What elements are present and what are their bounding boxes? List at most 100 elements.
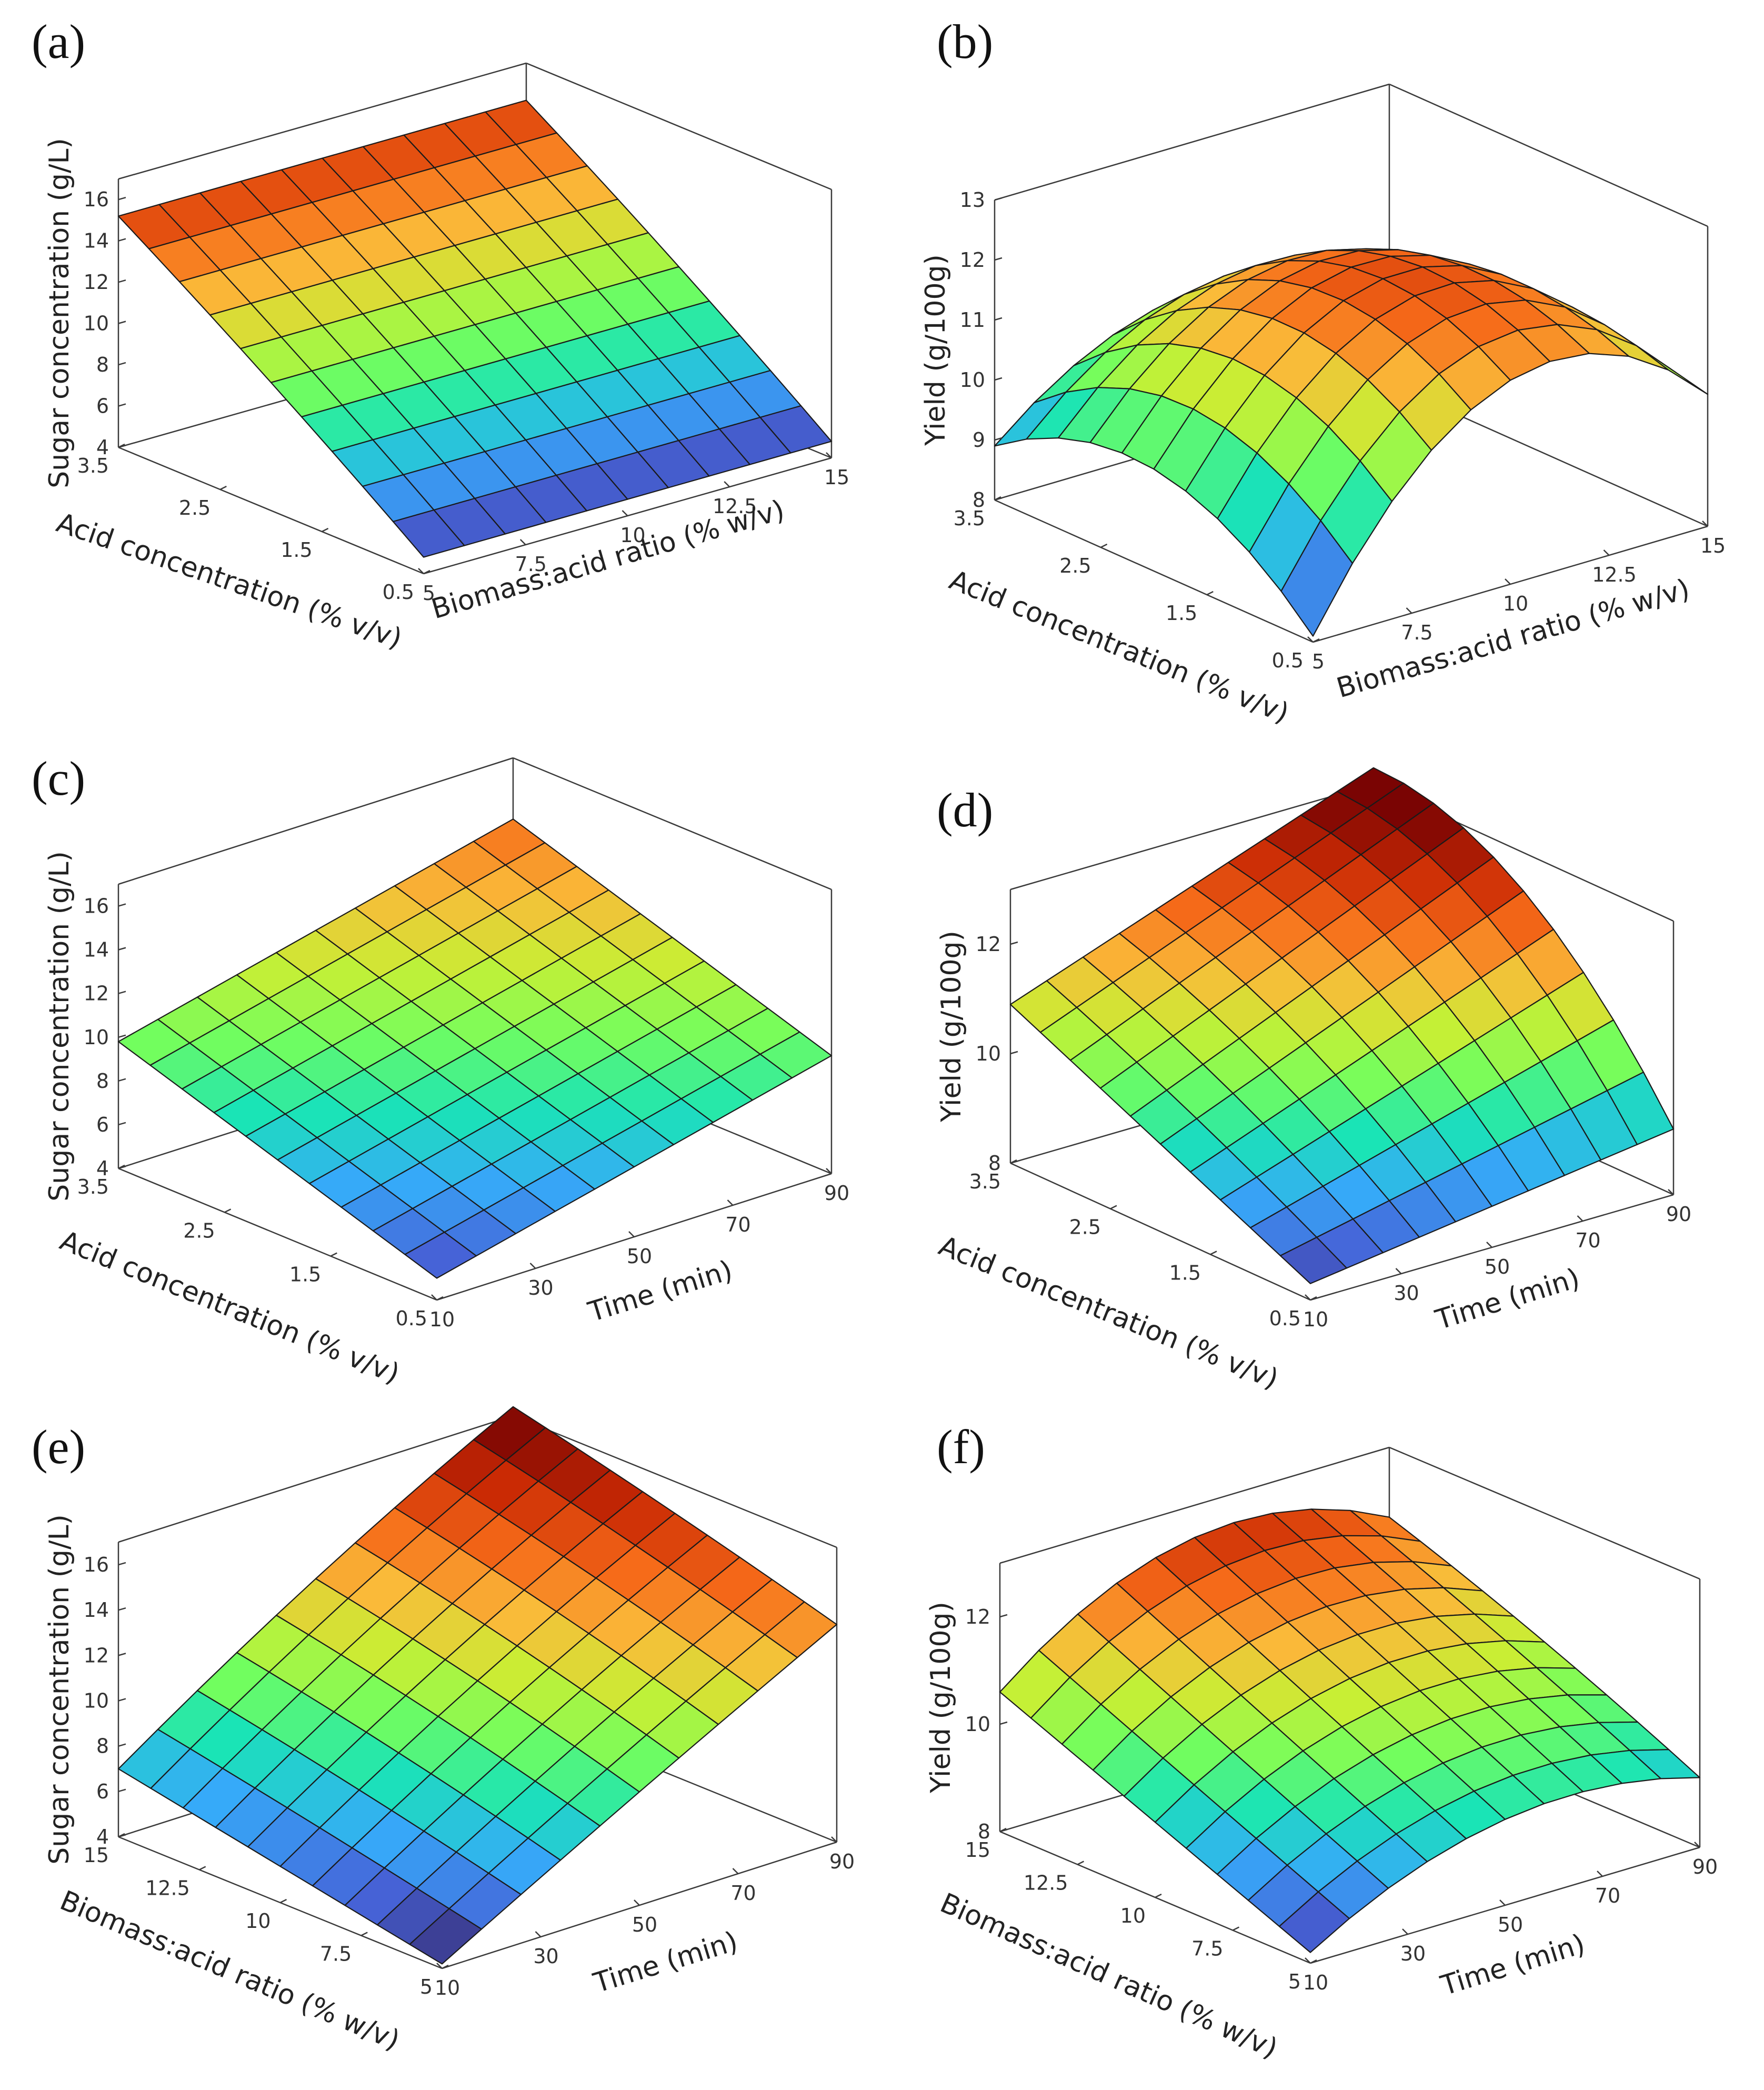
y-tick-label: 10 [245,1909,270,1933]
z-tick-label: 11 [960,308,985,332]
x-tick-label: 70 [1595,1884,1620,1907]
x-tick-label: 90 [1692,1855,1718,1878]
z-tick-label: 10 [965,1713,990,1736]
panel-b: 8 9 10 11 12 13 5 7.5 10 12.5 15 0.5 1.5 2.5 3.5 Yield … [920,15,1726,729]
y-tick-label: 2.5 [183,1219,215,1242]
z-tick-label: 9 [973,428,985,452]
x-tick-label: 30 [533,1945,558,1968]
x-tick-label: 7.5 [1401,621,1432,644]
x-tick-label: 10 [435,1976,460,1999]
panel-label: (f) [937,1420,985,1474]
z-tick-label: 12 [960,248,985,272]
y-axis-title: Acid concentration (% v/v) [55,1225,404,1390]
y-tick-label: 2.5 [1069,1216,1101,1239]
z-tick-label: 14 [84,1598,109,1622]
y-tick-label: 12.5 [1024,1872,1068,1895]
y-tick-label: 5 [420,1975,433,1998]
x-tick-label: 50 [1498,1913,1523,1936]
z-tick-label: 16 [84,895,109,918]
x-tick-label: 50 [627,1245,652,1268]
x-tick-label: 70 [1575,1229,1600,1252]
surface-cell [1636,345,1709,395]
y-axis-title: Biomass:acid ratio (% w/v) [55,1885,404,2057]
x-tick-label: 90 [1666,1203,1691,1226]
x-tick-label: 30 [1400,1942,1426,1965]
y-axis-title: Acid concentration (% v/v) [53,507,406,655]
z-tick-label: 12 [84,1644,109,1667]
surface-cell [1280,520,1354,637]
x-tick-label: 70 [730,1882,756,1905]
y-axis-title: Acid concentration (% v/v) [934,1230,1282,1395]
z-tick-label: 8 [988,1152,1001,1175]
surface [117,818,833,1279]
z-tick-label: 12 [84,271,109,294]
x-tick-label: 12.5 [713,495,757,518]
z-tick-label: 10 [84,1689,109,1713]
z-axis-title: Yield (g/100g) [925,1602,957,1794]
z-tick-label: 10 [976,1042,1001,1065]
z-tick-label: 14 [84,938,109,962]
y-tick-label: 1.5 [280,538,312,562]
y-tick-label: 15 [965,1838,990,1862]
panel-e: 4 6 8 10 12 14 16 10 30 50 70 90 5 7.5 10 12.5 15 Sugar c… [32,1406,855,2057]
y-tick-label: 10 [1120,1904,1146,1927]
y-tick-label: 0.5 [1272,649,1304,672]
panel-a: 4 6 8 10 12 14 16 5 7.5 10 12.5 15 0.5 1.5 2.5 3.5Sugar… [32,15,849,655]
y-tick-label: 3.5 [969,1170,1001,1193]
x-tick-label: 10 [1303,1971,1328,1994]
surface-cell [1279,1236,1348,1284]
y-tick-label: 1.5 [1169,1261,1201,1284]
z-axis-title: Sugar concentration (g/L) [44,851,75,1202]
y-tick-label: 0.5 [396,1307,427,1330]
y-tick-label: 12.5 [145,1877,190,1900]
x-tick-label: 50 [632,1913,657,1936]
x-tick-label: 12.5 [1592,563,1637,586]
surface-cell [392,509,465,558]
z-tick-label: 8 [973,488,985,512]
panel-label: (e) [32,1420,85,1474]
z-tick-label: 12 [976,933,1001,956]
y-tick-label: 2.5 [1059,554,1091,577]
z-tick-label: 12 [965,1605,990,1628]
panel-d: 8 10 12 10 30 50 70 90 0.5 1.5 2.5 3.5 Yield (g/100g… [934,767,1691,1395]
x-axis-title: Time (min) [584,1255,736,1328]
surface-cell [1278,1891,1350,1953]
z-tick-label: 16 [84,1553,109,1576]
x-tick-label: 10 [1503,592,1528,615]
y-tick-label: 0.5 [383,581,414,604]
x-axis-title: Time (min) [1437,1928,1589,2002]
y-tick-label: 3.5 [954,507,985,530]
x-tick-label: 90 [824,1182,849,1205]
x-tick-label: 30 [1394,1282,1419,1305]
surface [117,99,833,558]
z-tick-label: 13 [960,188,985,212]
z-tick-label: 4 [96,436,109,459]
y-tick-label: 1.5 [1166,602,1197,625]
z-tick-label: 12 [84,982,109,1005]
y-tick-label: 1.5 [289,1263,321,1286]
y-tick-label: 5 [1288,1970,1301,1993]
panel-f: 8 10 12 10 30 50 70 90 5 7.5 10 12.5 15 Yield (g/100g… [925,1420,1718,2065]
z-tick-label: 6 [96,1113,109,1136]
surface [994,248,1709,637]
z-axis-title: Yield (g/100g) [920,254,951,446]
x-tick-label: 90 [829,1850,855,1873]
surface [117,1406,838,1965]
surface [1009,767,1675,1284]
z-tick-label: 6 [96,395,109,418]
z-tick-label: 4 [96,1825,109,1848]
y-tick-label: 7.5 [320,1943,352,1966]
x-tick-label: 30 [528,1276,553,1299]
z-tick-label: 10 [84,1026,109,1049]
z-tick-label: 10 [84,312,109,335]
x-tick-label: 10 [429,1308,455,1331]
x-tick-label: 15 [1700,534,1726,557]
z-tick-label: 6 [96,1780,109,1803]
z-tick-label: 8 [978,1820,990,1843]
x-tick-label: 10 [1303,1308,1328,1331]
z-tick-label: 8 [96,353,109,376]
z-axis-title: Yield (g/100g) [936,931,967,1123]
y-tick-label: 3.5 [77,1175,109,1198]
